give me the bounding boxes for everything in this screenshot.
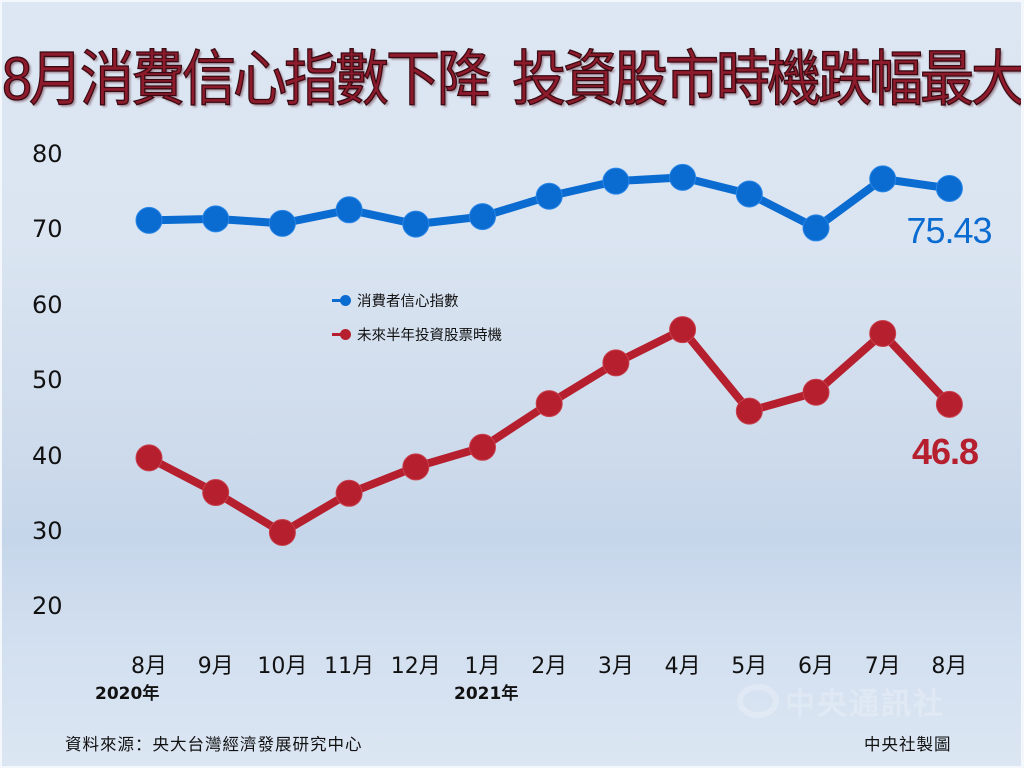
series-consumer-confidence xyxy=(135,163,963,242)
data-point-marker xyxy=(669,163,697,191)
data-source-note: 資料來源：央大台灣經濟發展研究中心 xyxy=(65,735,363,754)
y-tick-label: 50 xyxy=(32,366,63,395)
data-point-marker xyxy=(935,174,963,202)
legend-label: 消費者信心指數 xyxy=(357,293,459,310)
data-point-marker xyxy=(202,205,230,233)
legend-label: 未來半年投資股票時機 xyxy=(357,327,502,344)
data-point-marker xyxy=(268,209,296,237)
year-label-2020: 2020年 xyxy=(95,684,160,704)
data-point-marker xyxy=(669,316,697,344)
data-point-marker xyxy=(268,519,296,547)
data-point-marker xyxy=(869,165,897,193)
data-point-marker xyxy=(335,479,363,507)
y-tick-label: 40 xyxy=(32,441,63,470)
y-tick-label: 70 xyxy=(32,215,63,244)
x-tick-label: 12月 xyxy=(390,654,441,679)
x-tick-label: 4月 xyxy=(664,654,701,679)
x-tick-label: 1月 xyxy=(464,654,501,679)
data-point-marker xyxy=(869,319,897,347)
x-tick-label: 8月 xyxy=(131,654,167,679)
legend-marker-blue-icon xyxy=(332,294,354,306)
x-tick-label: 5月 xyxy=(731,654,768,679)
data-point-marker xyxy=(402,453,430,481)
y-tick-label: 60 xyxy=(32,290,63,319)
data-point-marker xyxy=(135,444,163,472)
x-tick-label: 7月 xyxy=(864,654,901,679)
data-point-marker xyxy=(402,210,430,238)
data-point-marker xyxy=(469,203,496,231)
chart-credit: 中央社製圖 xyxy=(864,735,952,754)
data-point-marker xyxy=(802,214,830,242)
chart-title: 8月消費信心指數下降 投資股市時機跌幅最大 xyxy=(2,45,1021,114)
data-point-marker xyxy=(735,397,763,425)
x-tick-label: 11月 xyxy=(324,654,375,679)
y-tick-label: 30 xyxy=(32,517,63,545)
chart-legend: 消費者信心指數 未來半年投資股票時機 xyxy=(332,283,502,351)
watermark: 中央通訊社 xyxy=(737,679,945,723)
data-point-marker xyxy=(802,378,830,406)
data-point-marker xyxy=(935,390,963,418)
data-point-marker xyxy=(602,349,630,377)
data-point-marker xyxy=(535,390,563,418)
data-point-marker xyxy=(469,433,496,461)
legend-item-stock-timing: 未來半年投資股票時機 xyxy=(332,317,502,351)
y-tick-label: 80 xyxy=(32,140,63,168)
end-label-consumer-confidence: 75.43 xyxy=(906,210,992,251)
x-tick-label: 2月 xyxy=(531,654,568,679)
legend-marker-red-icon xyxy=(332,328,354,340)
year-label-2021: 2021年 xyxy=(454,684,519,704)
y-tick-label: 20 xyxy=(32,592,63,621)
data-point-marker xyxy=(735,180,763,208)
data-point-marker xyxy=(335,196,363,224)
x-tick-label: 8月 xyxy=(931,654,968,679)
x-tick-label: 3月 xyxy=(597,654,634,679)
series-stock-timing xyxy=(135,316,963,547)
series-line xyxy=(147,325,953,537)
x-tick-label: 9月 xyxy=(197,654,234,679)
cna-logo-icon xyxy=(737,684,779,718)
x-tick-label: 6月 xyxy=(798,654,834,679)
data-point-marker xyxy=(535,182,563,210)
data-point-marker xyxy=(202,479,230,507)
x-tick-label: 10月 xyxy=(257,654,308,679)
data-point-marker xyxy=(135,206,163,234)
watermark-text: 中央通訊社 xyxy=(785,687,945,722)
end-label-stock-timing: 46.8 xyxy=(911,431,979,472)
legend-item-consumer-confidence: 消費者信心指數 xyxy=(332,283,502,317)
data-point-marker xyxy=(602,167,630,195)
